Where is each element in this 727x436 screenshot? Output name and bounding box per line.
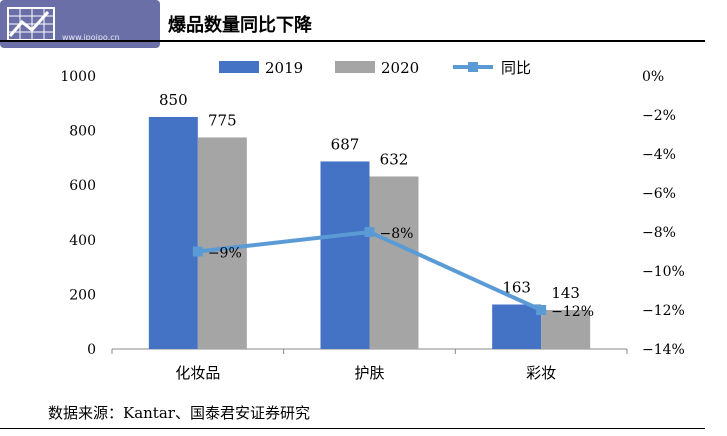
bar-2020 <box>541 309 591 349</box>
y2-tick-label: −12% <box>642 303 685 319</box>
bar-2019 <box>320 161 370 349</box>
yoy-data-label: −12% <box>551 304 594 320</box>
bar-2019-value-label: 163 <box>502 279 531 297</box>
bar-2020-value-label: 143 <box>551 284 580 302</box>
yoy-point <box>364 227 375 237</box>
yoy-data-label: −9% <box>208 246 242 262</box>
y-tick-label: 600 <box>69 178 96 194</box>
y2-tick-label: −6% <box>642 186 676 202</box>
title-divider <box>0 40 705 42</box>
yoy-point <box>192 246 203 257</box>
bar-2019-value-label: 850 <box>159 91 188 109</box>
yoy-point <box>536 305 547 315</box>
legend-label: 同比 <box>501 59 531 77</box>
footer-divider <box>0 428 705 429</box>
y2-tick-label: 0% <box>642 69 664 85</box>
legend-label: 2019 <box>265 59 303 77</box>
y-tick-label: 800 <box>69 124 96 140</box>
y2-tick-label: −14% <box>642 342 685 358</box>
x-tick-label: 彩妆 <box>526 364 556 382</box>
bar-2020-value-label: 775 <box>208 111 237 129</box>
legend-swatch <box>335 61 375 73</box>
legend-marker <box>468 62 478 72</box>
bar-2020 <box>197 137 247 349</box>
legend-label: 2020 <box>381 59 419 77</box>
bar-2019 <box>492 304 542 349</box>
chart-title: 爆品数量同比下降 <box>168 15 312 36</box>
y2-tick-label: −4% <box>642 147 676 163</box>
x-tick-label: 化妆品 <box>175 364 220 382</box>
y-tick-label: 1000 <box>60 69 96 85</box>
bar-2020 <box>369 176 419 349</box>
bar-2019 <box>148 116 198 349</box>
y2-tick-label: −10% <box>642 264 685 280</box>
y2-tick-label: −2% <box>642 108 676 124</box>
y-tick-label: 0 <box>87 342 96 358</box>
y2-tick-label: −8% <box>642 225 676 241</box>
yoy-data-label: −8% <box>380 226 414 242</box>
bar-2020-value-label: 632 <box>380 150 409 168</box>
source-note: 数据来源：Kantar、国泰君安证券研究 <box>48 404 310 422</box>
y-tick-label: 400 <box>69 233 96 249</box>
x-tick-label: 护肤 <box>354 364 384 382</box>
y-tick-label: 200 <box>69 287 96 303</box>
legend-swatch <box>219 61 259 73</box>
bar-2019-value-label: 687 <box>331 135 360 153</box>
watermark-url: www.ipoipo.cn <box>62 33 120 42</box>
